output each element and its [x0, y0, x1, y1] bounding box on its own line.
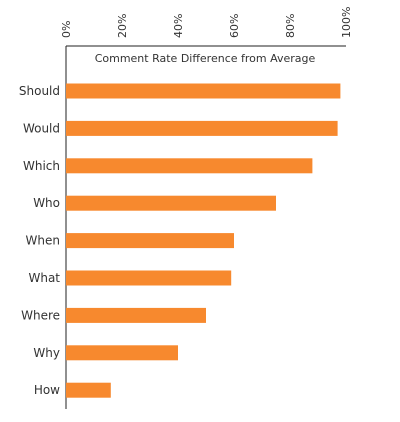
bar-should — [66, 83, 341, 99]
category-label-when: When — [26, 234, 60, 248]
bars — [66, 83, 341, 398]
category-label-what: What — [28, 271, 60, 285]
x-tick-label: 100% — [340, 7, 353, 38]
bar-when — [66, 233, 234, 249]
category-label-why: Why — [33, 346, 60, 360]
bar-which — [66, 158, 313, 174]
x-axis-ticks: 0% 20% 40% 60% 80% 100% — [60, 7, 353, 38]
chart-title: Comment Rate Difference from Average — [95, 52, 316, 65]
bar-would — [66, 120, 338, 136]
bar-what — [66, 270, 232, 286]
category-label-would: Would — [23, 121, 60, 135]
x-tick-label: 40% — [172, 14, 185, 38]
x-tick-label: 80% — [284, 14, 297, 38]
category-label-who: Who — [33, 196, 60, 210]
category-label-how: How — [34, 383, 60, 397]
bar-how — [66, 382, 111, 398]
bar-where — [66, 307, 206, 323]
category-label-should: Should — [19, 84, 60, 98]
category-label-which: Which — [23, 159, 60, 173]
bar-why — [66, 345, 178, 361]
category-labels: Should Would Which Who When What Where Why How — [19, 84, 60, 397]
bar-who — [66, 195, 276, 211]
category-label-where: Where — [21, 308, 60, 322]
x-tick-label: 20% — [116, 14, 129, 38]
x-tick-label: 0% — [60, 21, 73, 38]
x-tick-label: 60% — [228, 14, 241, 38]
